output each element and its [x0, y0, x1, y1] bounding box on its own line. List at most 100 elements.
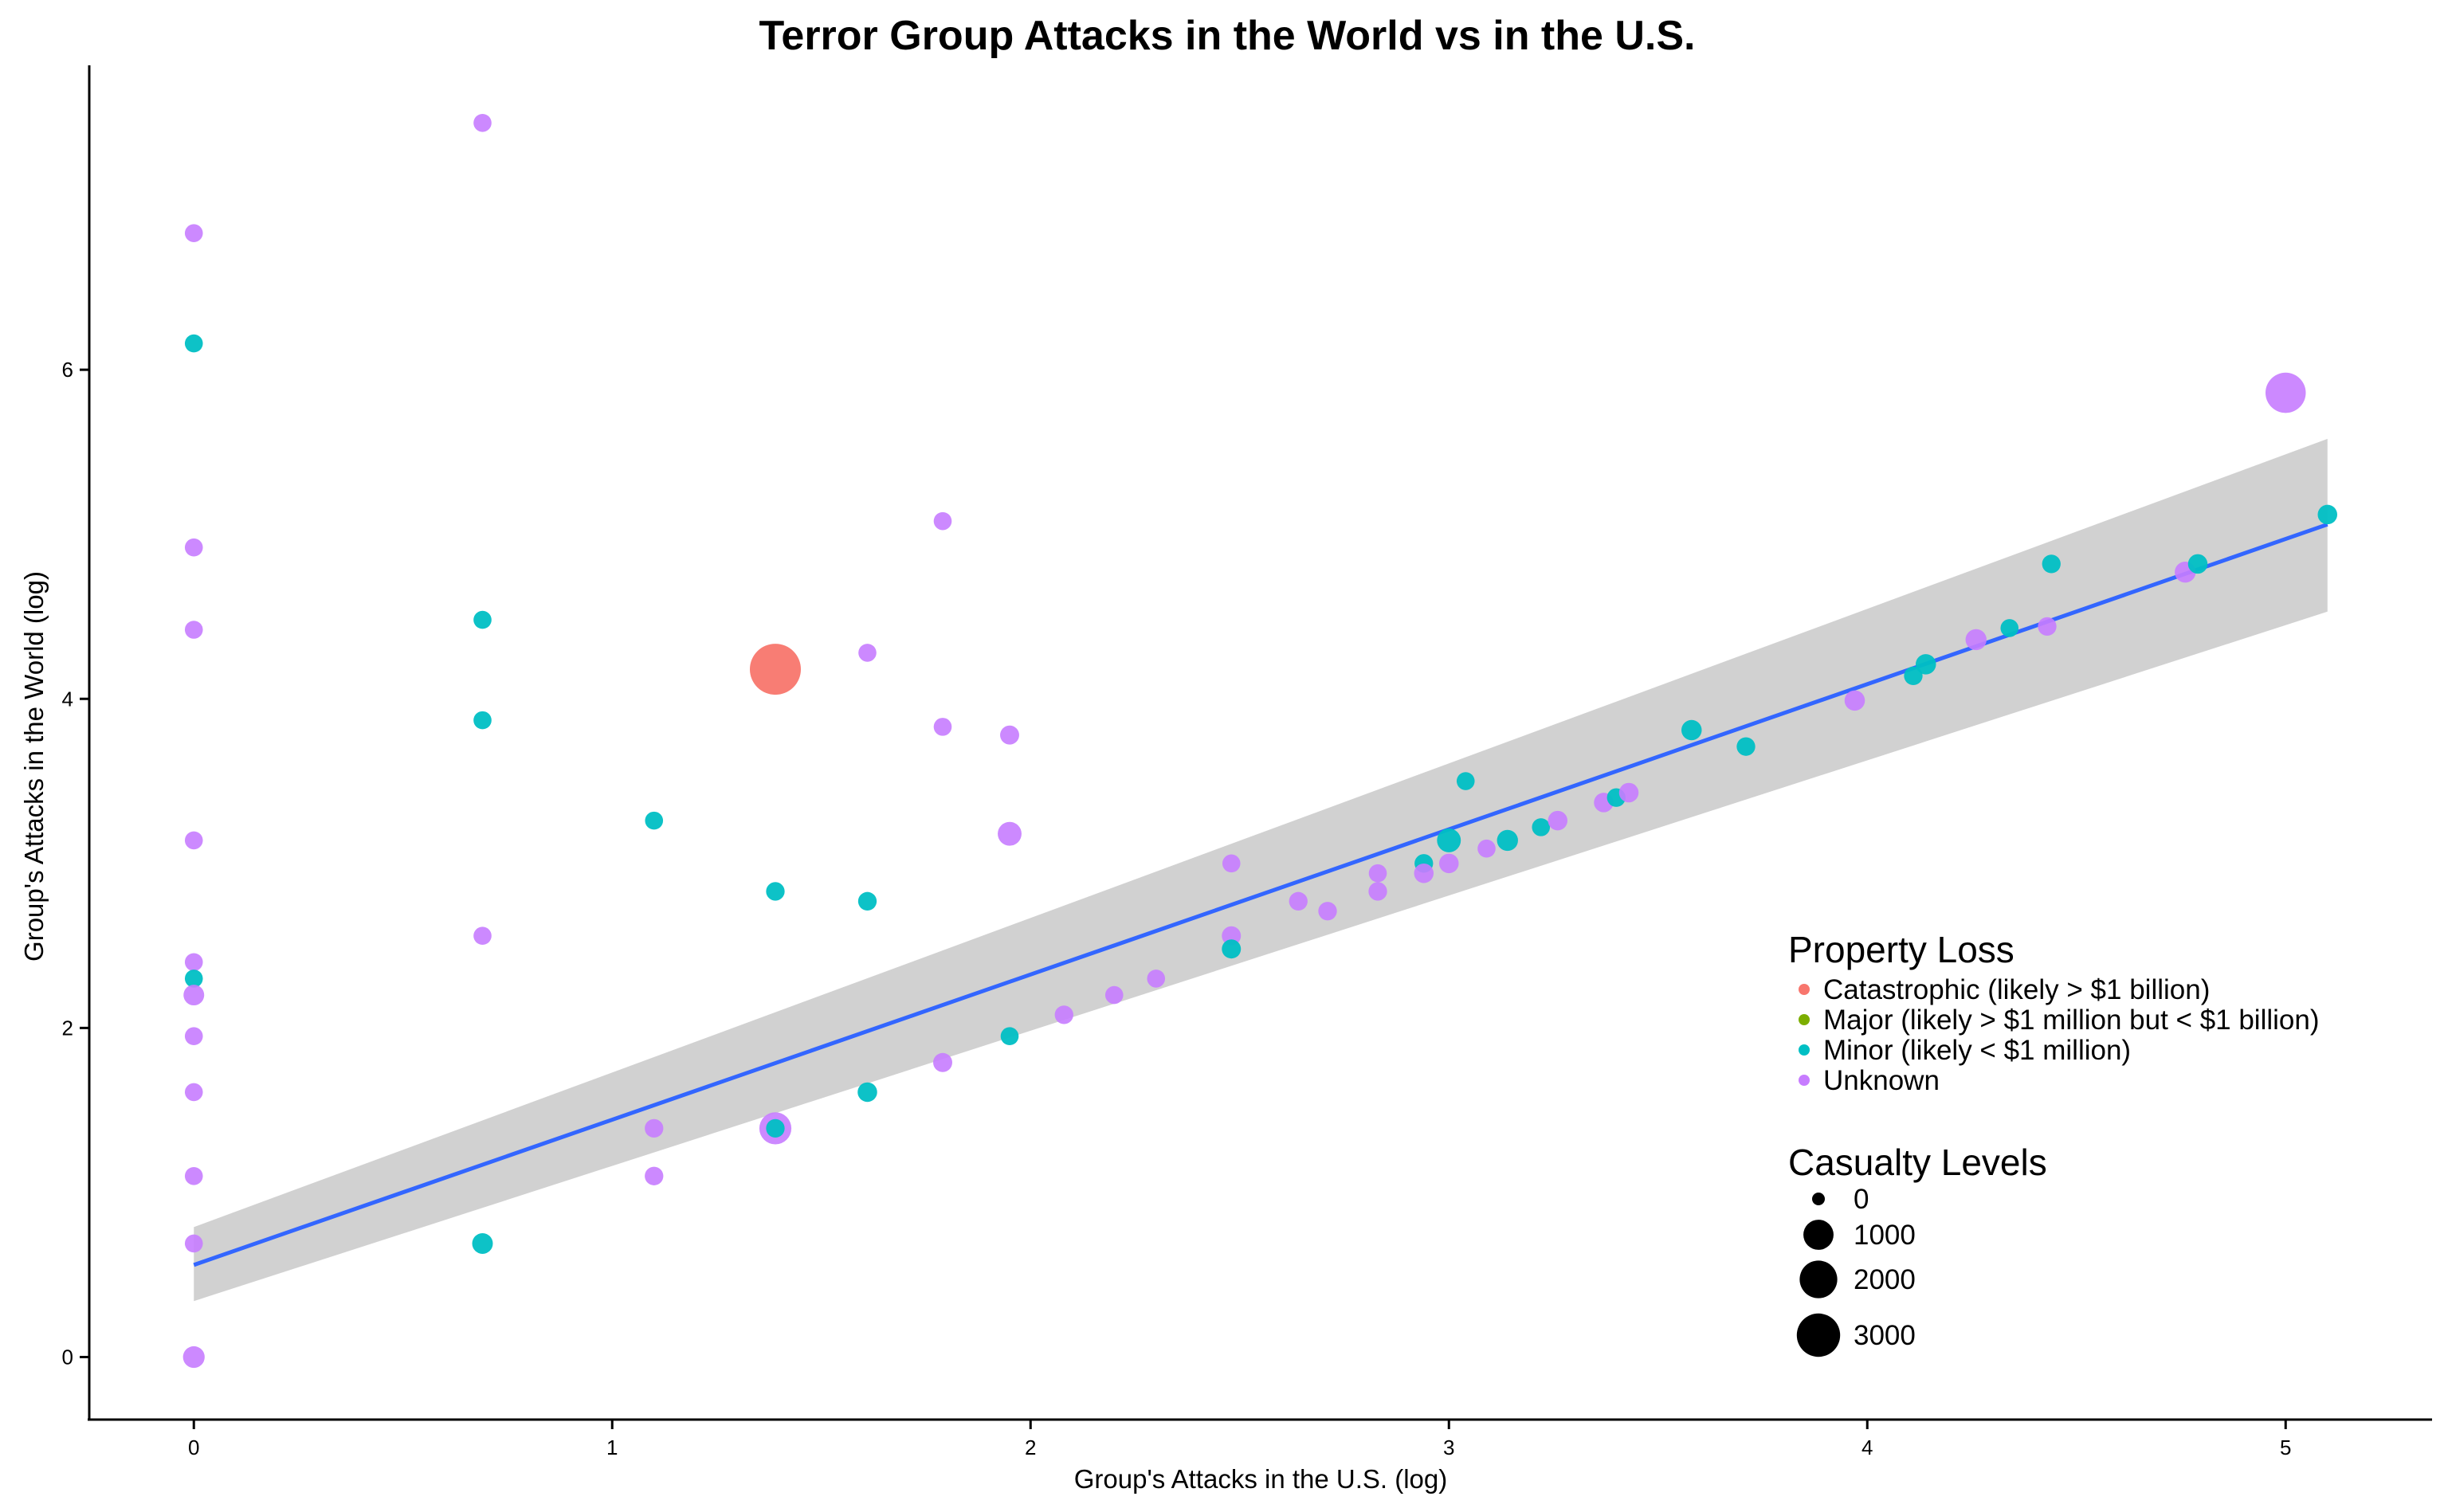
data-point-2: [184, 334, 203, 353]
y-axis-title: Group's Attacks in the World (log): [19, 571, 49, 962]
color-legend: Property Loss Catastrophic (likely > $1 …: [1788, 929, 2320, 1096]
data-point-5: [184, 831, 203, 850]
data-point-27: [857, 891, 877, 911]
data-point-16: [473, 711, 492, 730]
data-point-58: [1736, 737, 1756, 756]
size-legend-marker-1: [1812, 1193, 1825, 1205]
data-point-67: [2187, 554, 2208, 574]
size-legend-label-2: 1000: [1854, 1220, 1916, 1251]
chart-title: Terror Group Attacks in the World vs in …: [759, 13, 1696, 59]
legend-swatch-4: [1799, 1075, 1810, 1086]
y-tick-label: 4: [62, 687, 73, 711]
data-point-12: [184, 1234, 203, 1253]
data-point-11: [184, 1166, 203, 1185]
data-point-8: [183, 985, 205, 1006]
y-tick-label: 2: [62, 1016, 73, 1040]
data-point-28: [857, 1082, 877, 1103]
data-point-57: [1681, 719, 1702, 741]
data-point-36: [1104, 985, 1124, 1005]
data-point-37: [1147, 969, 1166, 988]
data-point-43: [1368, 864, 1387, 883]
legend-swatch-2: [1799, 1014, 1810, 1025]
data-point-15: [473, 610, 492, 629]
data-point-33: [998, 821, 1022, 846]
confidence-band-area: [194, 438, 2328, 1302]
data-point-22: [750, 644, 801, 695]
legend-label-3: Minor (likely < $1 million): [1823, 1035, 2131, 1066]
data-point-13: [182, 1346, 205, 1369]
data-point-1: [184, 224, 203, 242]
x-tick-label: 5: [2280, 1436, 2291, 1459]
data-point-3: [184, 538, 203, 557]
data-point-29: [933, 511, 952, 531]
data-point-62: [1965, 629, 1987, 651]
data-point-68: [2265, 372, 2306, 413]
y-tick-label: 0: [62, 1346, 73, 1369]
data-point-17: [473, 926, 492, 946]
data-point-19: [645, 811, 664, 830]
data-point-10: [184, 1083, 203, 1102]
color-legend-title: Property Loss: [1788, 929, 2014, 970]
data-point-61: [1915, 654, 1936, 675]
data-point-26: [858, 644, 877, 662]
data-point-44: [1368, 882, 1387, 901]
data-point-42: [1318, 902, 1337, 921]
data-point-56: [1618, 782, 1639, 803]
size-legend-marker-3: [1799, 1260, 1838, 1299]
size-legend-label-3: 2000: [1854, 1264, 1916, 1295]
y-axis-ticks: 0 2 4 6: [62, 358, 89, 1369]
data-point-32: [1000, 725, 1019, 745]
data-point-41: [1289, 891, 1308, 911]
legend-label-1: Catastrophic (likely > $1 billion): [1823, 974, 2210, 1005]
data-point-31: [933, 1052, 952, 1072]
x-tick-label: 3: [1443, 1436, 1454, 1459]
size-legend-marker-4: [1796, 1313, 1841, 1357]
legend-label-2: Major (likely > $1 million but < $1 bill…: [1823, 1005, 2320, 1036]
data-point-60: [1904, 666, 1923, 685]
data-point-38: [1222, 854, 1241, 873]
data-point-50: [1477, 839, 1496, 858]
data-point-23: [766, 882, 785, 901]
size-legend-label-4: 3000: [1854, 1320, 1916, 1351]
x-tick-label: 4: [1862, 1436, 1873, 1459]
data-point-69: [2317, 504, 2338, 525]
data-point-7: [184, 969, 203, 988]
data-point-6: [184, 953, 203, 972]
legend-label-4: Unknown: [1823, 1065, 1940, 1096]
x-tick-label: 0: [188, 1436, 199, 1459]
data-point-4: [184, 621, 203, 639]
data-point-53: [1548, 810, 1568, 831]
x-axis-title: Group's Attacks in the U.S. (log): [1074, 1464, 1448, 1494]
data-point-46: [1414, 863, 1434, 883]
data-point-34: [1000, 1027, 1019, 1046]
data-point-49: [1456, 772, 1475, 790]
size-legend-label-1: 0: [1854, 1184, 1869, 1215]
data-point-9: [184, 1027, 203, 1046]
legend-swatch-1: [1799, 984, 1810, 995]
data-point-20: [645, 1118, 664, 1138]
y-tick-label: 6: [62, 358, 73, 382]
data-point-18: [472, 1232, 493, 1254]
x-tick-label: 1: [606, 1436, 618, 1459]
data-points: [182, 113, 2338, 1369]
data-point-52: [1532, 818, 1551, 836]
data-point-21: [645, 1166, 664, 1185]
data-point-48: [1438, 853, 1459, 874]
size-legend: Casualty Levels 0 1000 2000 3000: [1788, 1142, 2047, 1357]
data-point-14: [473, 113, 492, 132]
data-point-40: [1222, 939, 1242, 959]
data-point-51: [1497, 829, 1518, 852]
data-point-59: [1844, 690, 1865, 711]
legend-swatch-3: [1799, 1044, 1810, 1056]
x-tick-label: 2: [1025, 1436, 1036, 1459]
data-point-47: [1437, 828, 1461, 852]
data-point-39: [1222, 926, 1242, 946]
size-legend-title: Casualty Levels: [1788, 1142, 2047, 1183]
confidence-band: [194, 438, 2328, 1302]
data-point-64: [2038, 617, 2057, 637]
size-legend-marker-2: [1803, 1220, 1834, 1250]
x-axis-ticks: 0 1 2 3 4 5: [188, 1420, 2291, 1459]
data-point-35: [1054, 1005, 1073, 1024]
data-point-25: [766, 1118, 785, 1138]
